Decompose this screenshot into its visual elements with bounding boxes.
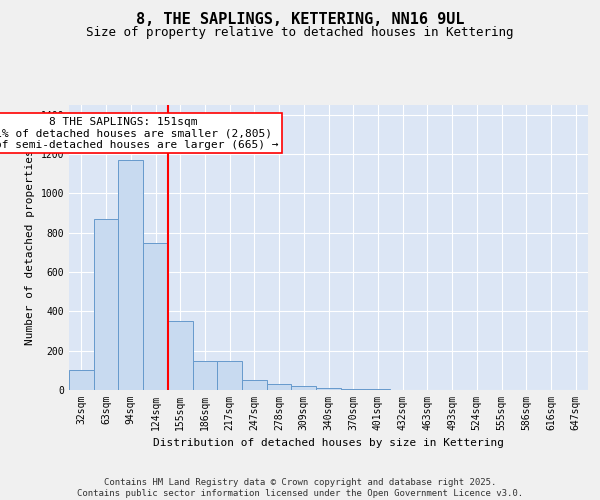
Bar — [143, 242, 168, 390]
Text: Contains HM Land Registry data © Crown copyright and database right 2025.
Contai: Contains HM Land Registry data © Crown c… — [77, 478, 523, 498]
Bar — [365, 389, 390, 390]
Bar — [292, 386, 316, 390]
Bar — [168, 321, 193, 390]
Y-axis label: Number of detached properties: Number of detached properties — [25, 150, 35, 346]
Text: 8 THE SAPLINGS: 151sqm
← 81% of detached houses are smaller (2,805)
19% of semi-: 8 THE SAPLINGS: 151sqm ← 81% of detached… — [0, 117, 278, 150]
Bar — [242, 380, 267, 390]
Bar — [94, 219, 118, 390]
Bar — [193, 360, 217, 390]
Bar — [118, 160, 143, 390]
Bar — [316, 388, 341, 390]
Bar — [267, 384, 292, 390]
Text: 8, THE SAPLINGS, KETTERING, NN16 9UL: 8, THE SAPLINGS, KETTERING, NN16 9UL — [136, 12, 464, 28]
Text: Size of property relative to detached houses in Kettering: Size of property relative to detached ho… — [86, 26, 514, 39]
X-axis label: Distribution of detached houses by size in Kettering: Distribution of detached houses by size … — [153, 438, 504, 448]
Bar — [217, 360, 242, 390]
Bar — [341, 389, 365, 390]
Bar — [69, 370, 94, 390]
